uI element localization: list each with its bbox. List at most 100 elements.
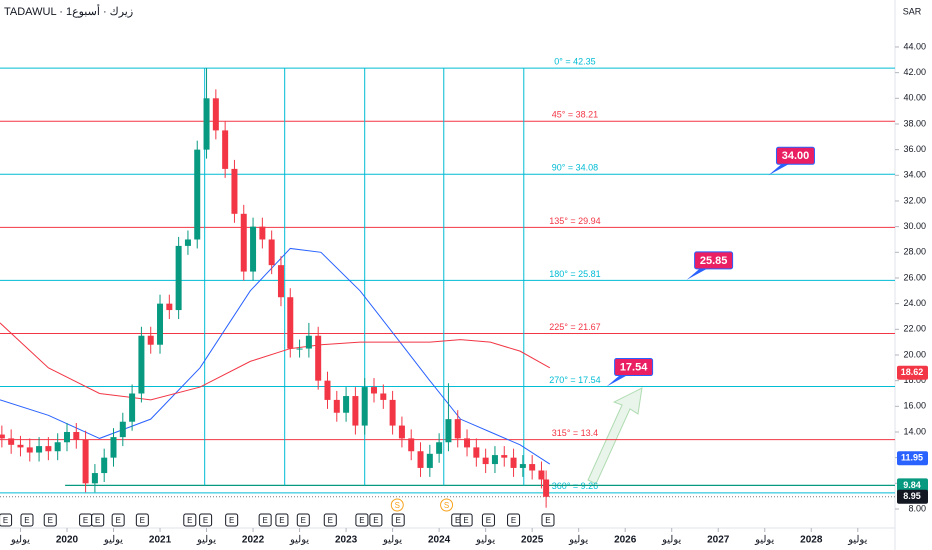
y-tick-label: 32.00: [903, 195, 926, 205]
projection-arrow: [587, 387, 643, 485]
candle-body: [519, 464, 526, 468]
y-tick-label: 44.00: [903, 41, 926, 51]
y-tick-label: 18.00: [903, 375, 926, 385]
event-label: E: [140, 516, 145, 525]
candle-body: [138, 335, 145, 394]
event-label: E: [486, 516, 491, 525]
candle-body: [26, 447, 33, 453]
dividend-marker: [390, 498, 404, 512]
chart-title: TADAWUL · زيرك · أسبوع1: [4, 4, 133, 18]
y-tick-label: 30.00: [903, 221, 926, 231]
candle-body: [464, 438, 471, 448]
event-label: E: [301, 516, 306, 525]
event-label: E: [463, 516, 468, 525]
candle-body: [343, 396, 350, 413]
x-tick-label: يوليو: [103, 535, 123, 546]
y-tick-label: 40.00: [903, 93, 926, 103]
event-label: E: [359, 516, 364, 525]
price-label-box: [897, 478, 928, 493]
candle-body: [250, 226, 257, 272]
candle-body: [231, 168, 238, 214]
x-tick-label: يوليو: [10, 535, 30, 546]
event-label: E: [83, 516, 88, 525]
x-tick-label: يوليو: [475, 535, 495, 546]
event-label: E: [3, 516, 8, 525]
level-label: 315° = 13.4: [552, 428, 598, 438]
candle-body: [482, 457, 489, 465]
candle-body: [529, 464, 536, 471]
candle-body: [538, 470, 545, 480]
candle-body: [491, 455, 498, 465]
y-tick-label: 14.00: [903, 426, 926, 436]
callout-label: 25.85: [700, 255, 728, 267]
level-label: 90° = 34.08: [552, 163, 598, 173]
dividend-marker: [440, 498, 454, 512]
candle-body: [473, 447, 480, 458]
candle-body: [287, 297, 294, 349]
event-label: S: [395, 501, 400, 510]
x-tick-label: يوليو: [289, 535, 309, 546]
y-tick-label: 16.00: [903, 401, 926, 411]
candle-body: [8, 438, 15, 445]
candle-body: [436, 442, 443, 454]
candle-body: [305, 335, 312, 349]
x-tick-label: 2024: [428, 535, 451, 546]
candle-body: [543, 479, 550, 497]
price-label: 11.95: [901, 453, 923, 463]
candle-body: [110, 437, 117, 458]
x-tick-label: 2027: [707, 535, 730, 546]
moving-average: [0, 247, 551, 465]
candle-body: [129, 393, 136, 422]
candle-body: [240, 213, 247, 272]
y-tick-label: 8.00: [908, 503, 926, 513]
level-label: 360° = 9.26: [552, 481, 598, 491]
candle-body: [212, 98, 219, 131]
event-label: E: [262, 516, 267, 525]
candle-body: [296, 348, 303, 350]
candle-body: [445, 419, 452, 443]
earnings-marker: [199, 513, 213, 527]
event-label: E: [511, 516, 516, 525]
callout-label: 34.00: [782, 150, 810, 162]
level-label: 225° = 21.67: [549, 322, 600, 332]
x-tick-label: 2026: [614, 535, 637, 546]
y-tick-label: 42.00: [903, 67, 926, 77]
candle-body: [0, 434, 5, 439]
level-label: 0° = 42.35: [554, 57, 595, 67]
earnings-marker: [20, 513, 34, 527]
candle-body: [380, 393, 387, 400]
earnings-marker: [296, 513, 310, 527]
earnings-marker: [111, 513, 125, 527]
price-label-box: [897, 365, 928, 380]
x-tick-label: يوليو: [196, 535, 216, 546]
level-label: 270° = 17.54: [549, 375, 600, 385]
y-tick-label: 28.00: [903, 247, 926, 257]
y-tick-label: 38.00: [903, 118, 926, 128]
candle-body: [194, 149, 201, 240]
event-label: E: [328, 516, 333, 525]
candle-body: [426, 453, 433, 468]
candle-body: [222, 130, 229, 169]
candle-body: [408, 438, 415, 452]
y-tick-label: 34.00: [903, 170, 926, 180]
callout-label: 17.54: [620, 361, 648, 373]
earnings-marker: [355, 513, 369, 527]
candle-body: [91, 473, 98, 484]
candle-body: [175, 245, 182, 311]
event-label: S: [444, 501, 449, 510]
candle-body: [417, 451, 424, 468]
x-tick-label: 2022: [242, 535, 265, 546]
earnings-marker: [0, 513, 13, 527]
candle-body: [45, 446, 52, 452]
x-tick-label: يوليو: [847, 535, 867, 546]
y-tick-label: 24.00: [903, 298, 926, 308]
earnings-marker: [275, 513, 289, 527]
x-tick-label: يوليو: [661, 535, 681, 546]
candle-body: [63, 431, 70, 443]
candle-body: [73, 431, 80, 440]
level-label: 45° = 38.21: [552, 110, 598, 120]
y-tick-label: 26.00: [903, 272, 926, 282]
candle-body: [203, 98, 210, 150]
callout-box: [614, 358, 654, 377]
